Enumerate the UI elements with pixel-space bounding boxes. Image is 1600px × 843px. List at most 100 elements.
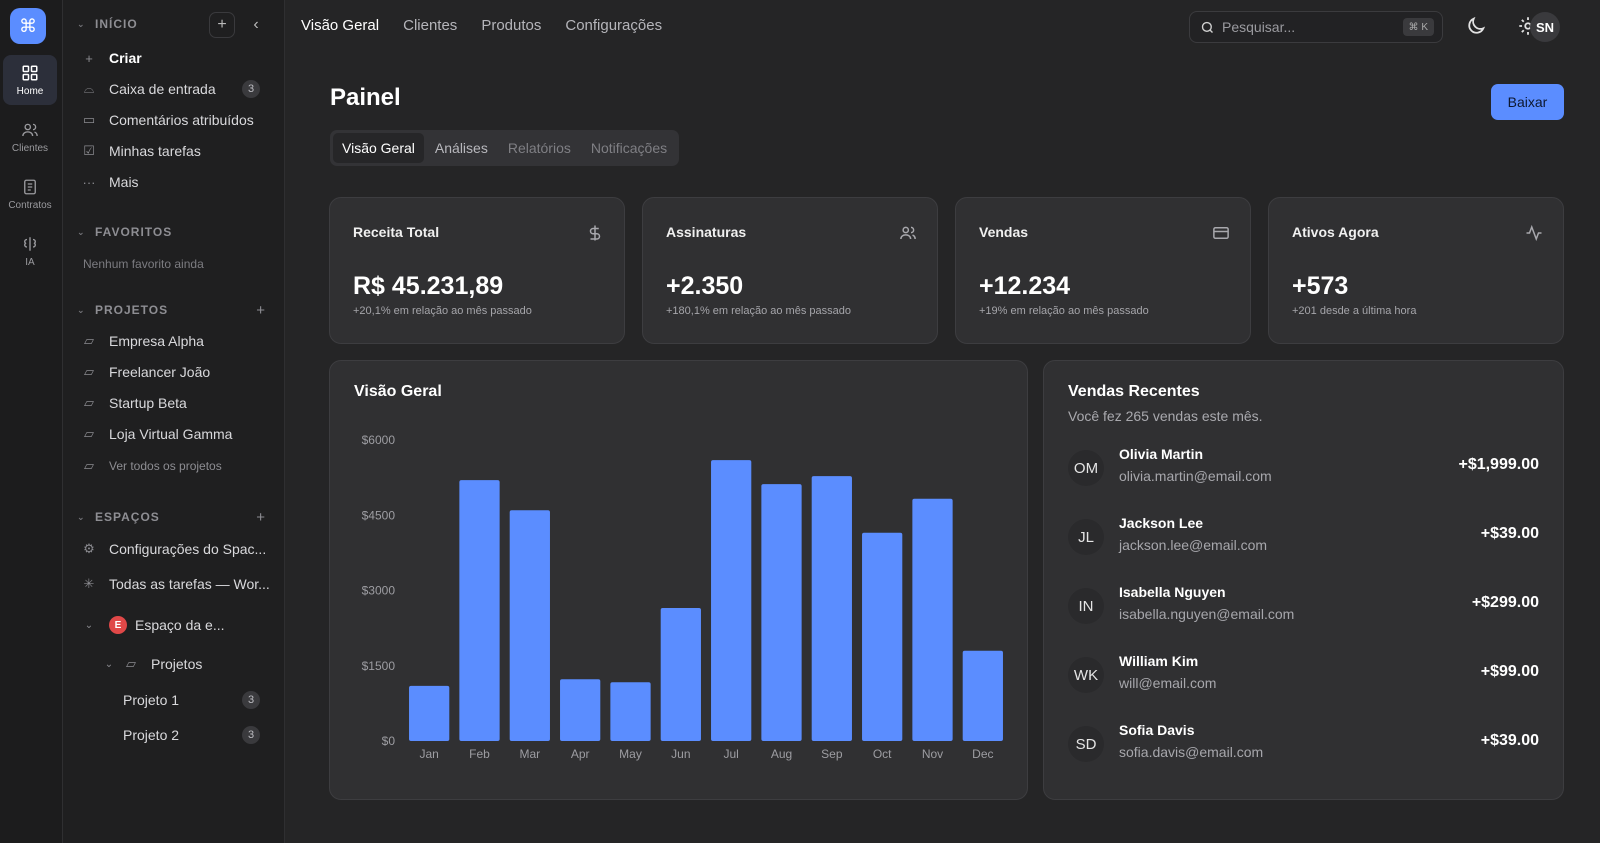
top-nav: Visão Geral Clientes Produtos Configuraç…: [301, 17, 662, 34]
section-header-espacos[interactable]: ⌄ ESPAÇOS +: [63, 505, 284, 529]
kpi-value: +573: [1292, 272, 1349, 300]
kpi-value: R$ 45.231,89: [353, 272, 504, 300]
tab-bar: Visão Geral Análises Relatórios Notifica…: [330, 130, 680, 166]
bar-jun[interactable]: [660, 608, 701, 741]
bar-nov[interactable]: [912, 498, 953, 741]
moon-icon[interactable]: [1465, 15, 1487, 37]
sidebar-item-project[interactable]: ▱ Freelancer João: [71, 358, 276, 386]
rail-item-label: Contratos: [8, 199, 52, 211]
section-title: INÍCIO: [95, 17, 138, 31]
sidebar-item-project[interactable]: ▱ Loja Virtual Gamma: [71, 420, 276, 448]
nav-configuracoes[interactable]: Configurações: [565, 17, 663, 34]
bar-feb[interactable]: [459, 480, 500, 741]
sidebar-item-mais[interactable]: ··· Mais: [71, 168, 276, 196]
checkbox-icon: ☑: [83, 143, 95, 158]
x-tick-label: Nov: [922, 747, 943, 761]
sidebar-item-criar[interactable]: + Criar: [71, 44, 276, 72]
rail-item-contratos[interactable]: Contratos: [3, 169, 57, 219]
bar-oct[interactable]: [862, 532, 903, 741]
users-icon: [22, 123, 38, 136]
bar-may[interactable]: [610, 682, 651, 741]
kpi-card-receita: Receita Total R$ 45.231,89 +20,1% em rel…: [329, 197, 625, 344]
sidebar-item-space[interactable]: ⌄ E Espaço da e...: [71, 611, 276, 639]
count-badge: 3: [242, 691, 260, 709]
rail-item-ia[interactable]: IA: [3, 226, 57, 276]
sidebar-item-minhas-tarefas[interactable]: ☑ Minhas tarefas: [71, 137, 276, 165]
sidebar-item-project[interactable]: ▱ Empresa Alpha: [71, 327, 276, 355]
kpi-title: Assinaturas: [666, 224, 747, 240]
bar-dec[interactable]: [962, 650, 1003, 741]
sale-row[interactable]: OM Olivia Martin olivia.martin@email.com…: [1068, 444, 1539, 490]
kpi-subtext: +19% em relação ao mês passado: [979, 305, 1149, 317]
section-title: FAVORITOS: [95, 225, 173, 239]
bar-mar[interactable]: [509, 510, 550, 741]
sidebar-item-label: Minhas tarefas: [109, 143, 201, 159]
x-tick-label: Feb: [469, 747, 490, 761]
add-button[interactable]: +: [209, 12, 235, 38]
search-input[interactable]: Pesquisar... ⌘ K: [1189, 11, 1443, 43]
nav-clientes[interactable]: Clientes: [403, 17, 458, 34]
folder-icon: ▱: [84, 364, 94, 379]
nav-visao-geral[interactable]: Visão Geral: [301, 17, 380, 34]
nav-produtos[interactable]: Produtos: [481, 17, 542, 34]
view-all-projects-link[interactable]: ▱ Ver todos os projetos: [71, 452, 276, 480]
section-header-inicio[interactable]: ⌄ INÍCIO: [63, 12, 284, 36]
bar-apr[interactable]: [560, 679, 601, 741]
section-header-favoritos[interactable]: ⌄ FAVORITOS: [63, 220, 284, 244]
kpi-title: Vendas: [979, 224, 1029, 240]
sidebar-item-label: Loja Virtual Gamma: [109, 426, 233, 442]
section-header-projetos[interactable]: ⌄ PROJETOS +: [63, 298, 284, 322]
chevron-down-icon: ⌄: [84, 619, 94, 631]
activity-icon: [1526, 224, 1542, 242]
tab-analises[interactable]: Análises: [434, 140, 488, 156]
y-tick-label: $0: [382, 734, 396, 748]
kpi-card-vendas: Vendas +12.234 +19% em relação ao mês pa…: [955, 197, 1251, 344]
chart-title: Visão Geral: [354, 383, 442, 400]
sidebar-item-all-tasks[interactable]: ✳ Todas as tarefas — Wor...: [71, 570, 276, 598]
sidebar-item-project-2[interactable]: Projeto 2 3: [91, 721, 276, 749]
sale-row[interactable]: SD Sofia Davis sofia.davis@email.com +$3…: [1068, 720, 1539, 766]
rail-item-home[interactable]: Home: [3, 55, 57, 105]
tab-visao-geral[interactable]: Visão Geral: [333, 133, 424, 163]
bar-jan[interactable]: [409, 685, 450, 741]
tab-relatorios[interactable]: Relatórios: [507, 140, 571, 156]
user-avatar[interactable]: SN: [1530, 12, 1560, 42]
sidebar-item-space-settings[interactable]: ⚙ Configurações do Spac...: [71, 535, 276, 563]
sidebar-item-label: Comentários atribuídos: [109, 112, 254, 128]
bar-sep[interactable]: [811, 476, 852, 741]
rail-item-clientes[interactable]: Clientes: [3, 112, 57, 162]
rail-item-label: Clientes: [11, 142, 49, 154]
sale-row[interactable]: WK William Kim will@email.com +$99.00: [1068, 651, 1539, 697]
kpi-subtext: +201 desde a última hora: [1292, 305, 1417, 317]
bar-jul[interactable]: [711, 460, 752, 741]
sale-row[interactable]: IN Isabella Nguyen isabella.nguyen@email…: [1068, 582, 1539, 628]
sidebar-item-caixa-de-entrada[interactable]: ⌓ Caixa de entrada 3: [71, 75, 276, 103]
chevron-down-icon: ⌄: [77, 18, 86, 29]
sidebar: ⌄ INÍCIO + ‹ + Criar ⌓ Caixa de entrada …: [63, 0, 285, 843]
document-icon: [24, 179, 36, 194]
sidebar-item-comentarios[interactable]: ▭ Comentários atribuídos: [71, 106, 276, 134]
customer-email: sofia.davis@email.com: [1119, 744, 1264, 760]
tab-notificacoes[interactable]: Notificações: [590, 140, 668, 156]
bar-aug[interactable]: [761, 484, 802, 741]
sidebar-item-label: Projeto 2: [123, 727, 180, 743]
sidebar-item-project[interactable]: ▱ Startup Beta: [71, 389, 276, 417]
app-logo-icon[interactable]: ⌘: [10, 8, 46, 44]
sidebar-item-label: Projetos: [151, 656, 203, 672]
page-title: Painel: [330, 84, 401, 111]
customer-email: will@email.com: [1119, 675, 1217, 691]
plus-icon[interactable]: +: [256, 301, 266, 319]
recent-sales-subtitle: Você fez 265 vendas este mês.: [1068, 408, 1263, 424]
sidebar-item-label: Empresa Alpha: [109, 333, 204, 349]
x-tick-label: Jun: [671, 747, 690, 761]
sidebar-item-folder[interactable]: ⌄ ▱ Projetos: [91, 650, 276, 678]
kpi-title: Receita Total: [353, 224, 440, 240]
sidebar-item-project-1[interactable]: Projeto 1 3: [91, 686, 276, 714]
plus-icon[interactable]: +: [256, 508, 266, 526]
space-badge: E: [109, 616, 127, 634]
download-button[interactable]: Baixar: [1491, 84, 1564, 120]
sale-row[interactable]: JL Jackson Lee jackson.lee@email.com +$3…: [1068, 513, 1539, 559]
sidebar-item-label: Projeto 1: [123, 692, 180, 708]
collapse-sidebar-button[interactable]: ‹: [243, 12, 269, 38]
kpi-subtext: +180,1% em relação ao mês passado: [666, 305, 851, 317]
